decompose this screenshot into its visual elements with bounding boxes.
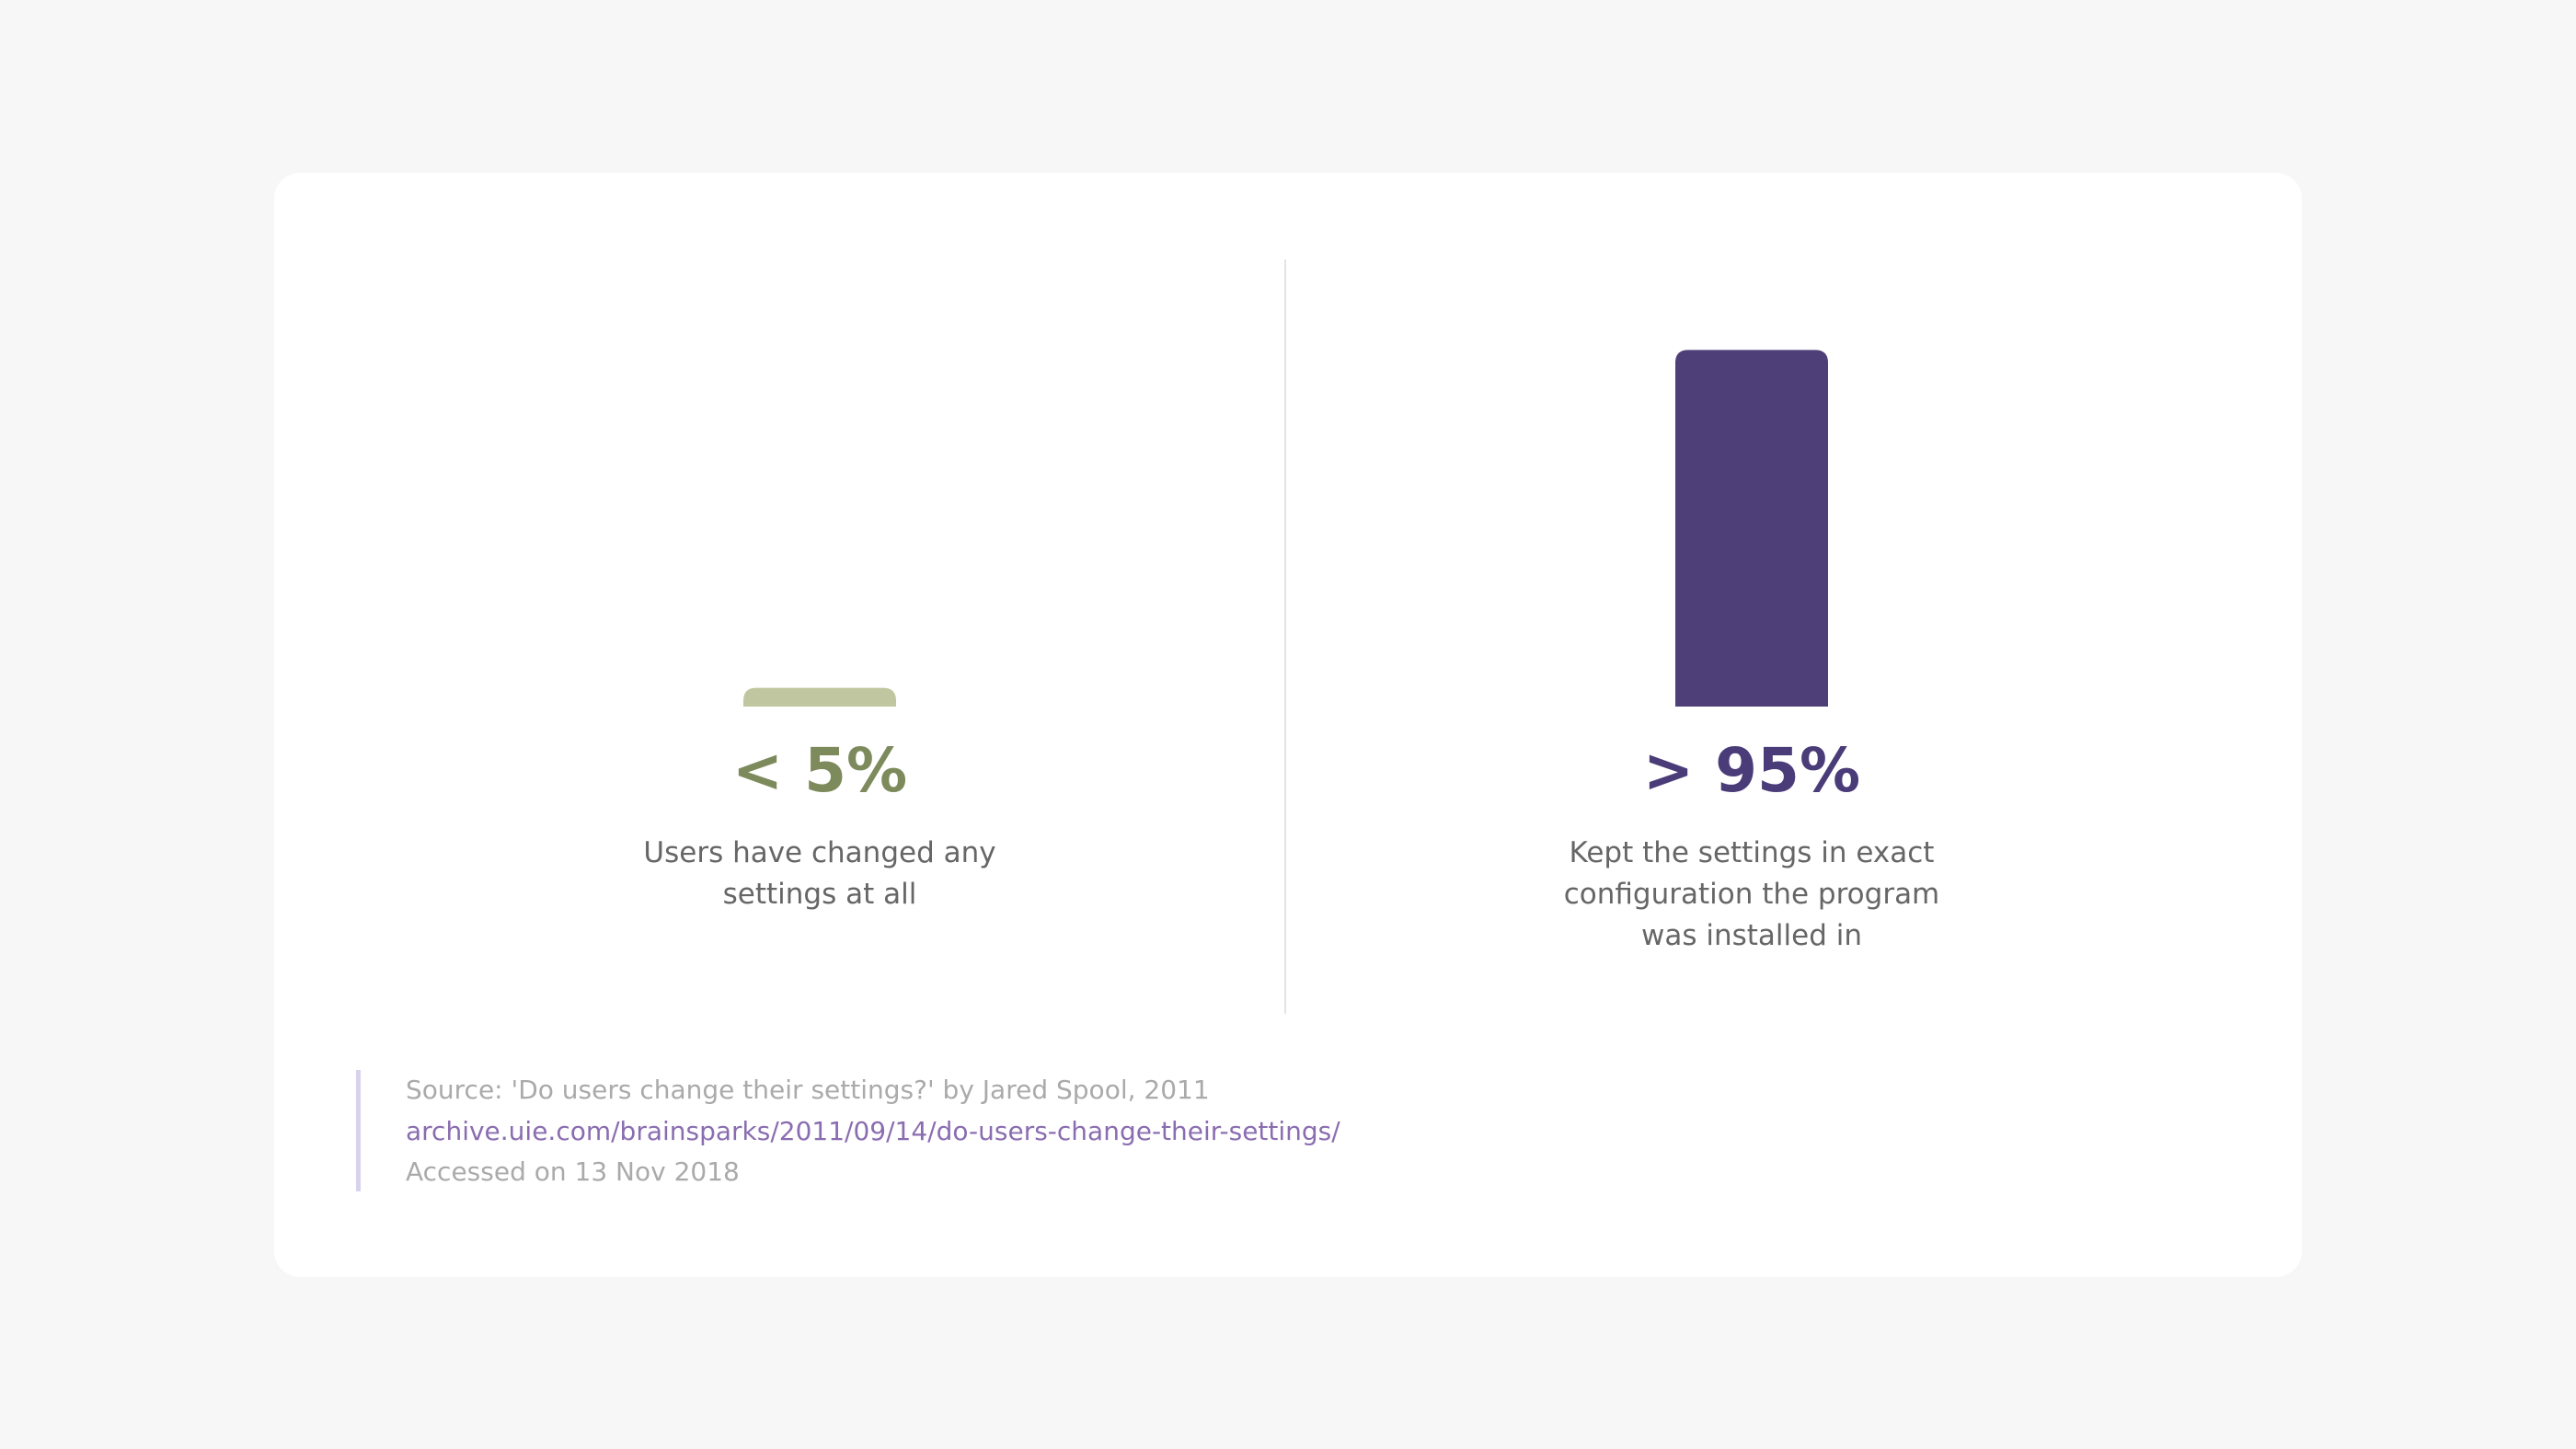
bar: [1675, 350, 1828, 707]
category-label: Kept the settings in exact configuration…: [1563, 836, 1940, 952]
value-label: < 5%: [732, 735, 907, 806]
source-accessed: Accessed on 13 Nov 2018: [406, 1156, 740, 1187]
quote-bar: [356, 1070, 361, 1191]
value-label: > 95%: [1643, 735, 1860, 806]
category-label: Users have changed any settings at all: [643, 836, 996, 911]
source-citation: Source: 'Do users change their settings?…: [406, 1075, 1210, 1105]
bar: [743, 687, 896, 707]
source-link[interactable]: archive.uie.com/brainsparks/2011/09/14/d…: [406, 1116, 1340, 1146]
